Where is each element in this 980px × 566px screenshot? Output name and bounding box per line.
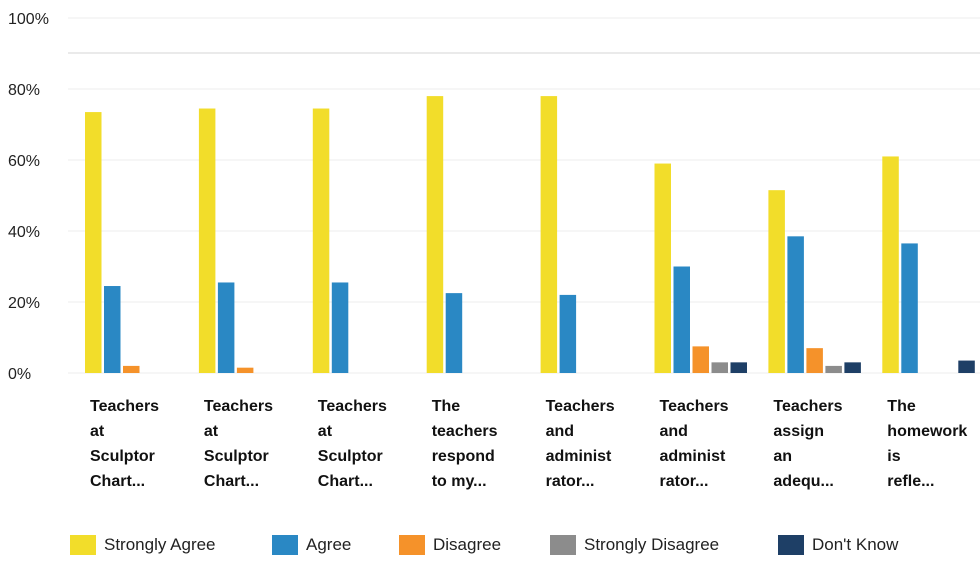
y-tick-label: 0%	[8, 366, 31, 383]
legend-label: Strongly Disagree	[584, 535, 720, 554]
bar-group	[85, 112, 140, 373]
legend-swatch	[272, 535, 298, 555]
bar-group	[312, 108, 349, 374]
x-category-label: Teachers and administ rator...	[660, 398, 729, 490]
x-category-label: Teachers at Sculptor Chart...	[90, 398, 159, 490]
bar-don-t-know	[844, 362, 861, 373]
bar-agree	[559, 294, 577, 373]
bar-group	[540, 96, 577, 373]
bar-don-t-know	[730, 362, 747, 373]
bar-agree	[217, 282, 235, 373]
x-category-label: Teachers at Sculptor Chart...	[204, 398, 273, 490]
legend-item: Agree	[272, 535, 351, 555]
legend-swatch	[399, 535, 425, 555]
bar-agree	[104, 286, 121, 373]
legend-item: Don't Know	[778, 535, 898, 555]
bar-group	[768, 190, 861, 373]
x-category-label: Teachers assign an adequ...	[773, 398, 842, 490]
bar-disagree	[123, 365, 140, 373]
bar-strongly-agree	[85, 112, 102, 373]
bar-strongly-agree	[198, 108, 216, 374]
legend-item: Disagree	[399, 535, 501, 555]
bar-group	[882, 156, 975, 373]
y-tick-label: 60%	[8, 153, 40, 170]
bar-strongly-disagree	[825, 365, 842, 373]
x-category-label: The homework is refle...	[887, 398, 967, 490]
x-category-label: Teachers and administ rator...	[546, 398, 615, 490]
bar-strongly-agree	[882, 156, 899, 373]
bar-disagree	[692, 346, 709, 373]
bar-agree	[331, 282, 349, 373]
bar-strongly-agree	[426, 96, 444, 373]
y-tick-label: 100%	[8, 11, 49, 28]
legend-swatch	[550, 535, 576, 555]
bar-strongly-agree	[312, 108, 330, 374]
legend-swatch	[70, 535, 96, 555]
legend-item: Strongly Agree	[70, 535, 216, 555]
x-category-label: The teachers respond to my...	[432, 398, 498, 490]
bar-strongly-disagree	[711, 362, 728, 373]
bar-strongly-agree	[768, 190, 785, 373]
bar-group	[426, 96, 463, 373]
legend-label: Agree	[306, 535, 352, 554]
bar-agree	[673, 266, 690, 373]
bar-strongly-agree	[654, 163, 671, 373]
bar-agree	[901, 243, 918, 373]
bar-agree	[787, 236, 804, 373]
y-axis-tick-labels: 0% 20% 40% 60% 80% 100%	[8, 11, 49, 383]
legend-swatch	[778, 535, 804, 555]
bar-disagree	[236, 367, 254, 373]
bar-disagree	[806, 348, 823, 373]
legend-label: Strongly Agree	[104, 535, 216, 554]
x-axis-category-labels: Teachers at Sculptor Chart... Teachers at Scul…	[90, 398, 967, 490]
legend-item: Strongly Disagree	[550, 535, 719, 555]
bar-don-t-know	[958, 360, 975, 373]
bar-chart: 0% 20% 40% 60% 80% 100% Teachers at Sculptor Cha…	[8, 11, 980, 490]
legend: Strongly Agree Agree Disagree Strongly Disa…	[0, 535, 980, 565]
legend-label: Don't Know	[812, 535, 899, 554]
bar-strongly-agree	[540, 96, 558, 373]
x-category-label: Teachers at Sculptor Chart...	[318, 398, 387, 490]
legend-label: Disagree	[433, 535, 502, 554]
bar-group	[654, 163, 747, 373]
bar-agree	[445, 293, 463, 373]
y-tick-label: 40%	[8, 224, 40, 241]
y-tick-label: 20%	[8, 295, 40, 312]
bar-group	[198, 108, 254, 374]
y-tick-label: 80%	[8, 82, 40, 99]
bars	[85, 96, 975, 374]
